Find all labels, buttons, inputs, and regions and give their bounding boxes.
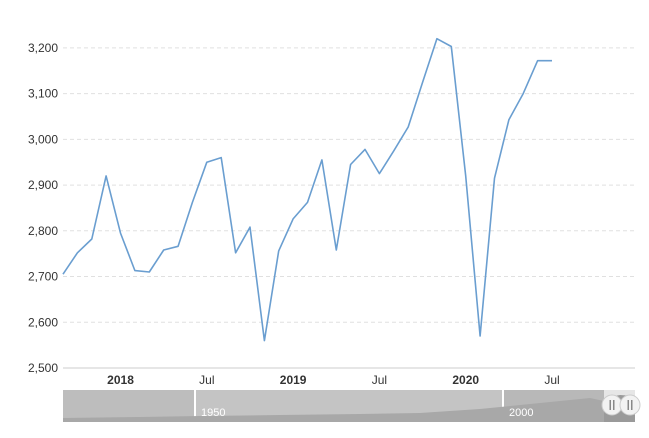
x-tick-label: 2020 bbox=[452, 373, 479, 387]
y-axis: 2,500 2,600 2,700 2,800 2,900 3,000 3,100 3,200 bbox=[28, 41, 58, 375]
x-axis: 2018 Jul 2019 Jul 2020 Jul bbox=[107, 373, 559, 387]
y-tick-label: 3,200 bbox=[28, 41, 58, 55]
x-tick-label: Jul bbox=[372, 373, 387, 387]
navigator-handle-right[interactable] bbox=[619, 394, 641, 416]
y-tick-label: 2,700 bbox=[28, 270, 58, 284]
y-tick-label: 3,000 bbox=[28, 132, 58, 146]
x-tick-label: 2019 bbox=[280, 373, 307, 387]
navigator[interactable]: 1950 2000 bbox=[63, 390, 641, 422]
navigator-divider bbox=[194, 390, 196, 422]
x-tick-label: 2018 bbox=[107, 373, 134, 387]
y-tick-label: 3,100 bbox=[28, 87, 58, 101]
y-tick-label: 2,900 bbox=[28, 178, 58, 192]
navigator-label: 2000 bbox=[509, 407, 533, 419]
navigator-handle-left[interactable] bbox=[601, 394, 623, 416]
navigator-series-area bbox=[63, 398, 604, 422]
y-tick-label: 2,800 bbox=[28, 224, 58, 238]
y-tick-label: 2,600 bbox=[28, 315, 58, 329]
series-line bbox=[62, 37, 552, 342]
x-tick-label: Jul bbox=[544, 373, 559, 387]
navigator-label: 1950 bbox=[201, 407, 225, 419]
y-tick-label: 2,500 bbox=[28, 361, 58, 375]
grid-lines bbox=[63, 47, 635, 369]
navigator-divider bbox=[502, 390, 504, 422]
x-tick-label: Jul bbox=[199, 373, 214, 387]
